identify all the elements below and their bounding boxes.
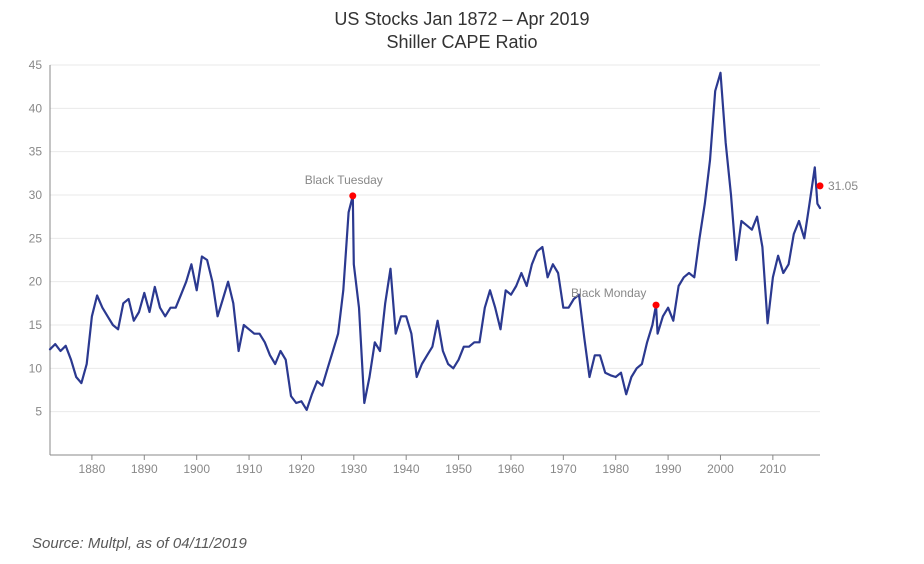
y-tick-label: 15 — [29, 318, 43, 332]
line-chart: 5 10 15 20 25 30 35 40 45 1880 1890 1900 1910 1920 193… — [0, 55, 880, 485]
chart-subtitle: Shiller CAPE Ratio — [0, 31, 924, 54]
marker-label: 31.05 — [828, 179, 858, 193]
x-tick-label: 1940 — [393, 462, 420, 476]
marker-label: Black Tuesday — [305, 173, 383, 187]
marker-point — [653, 301, 660, 308]
marker-point — [349, 192, 356, 199]
x-tick-label: 1880 — [79, 462, 106, 476]
y-tick-label: 40 — [29, 101, 43, 115]
x-tick-label: 1930 — [340, 462, 367, 476]
y-tick-label: 30 — [29, 188, 43, 202]
x-tick-label: 1910 — [236, 462, 263, 476]
series-line-cape — [50, 73, 820, 410]
y-tick-label: 5 — [35, 404, 42, 418]
chart-container: US Stocks Jan 1872 – Apr 2019 Shiller CA… — [0, 0, 924, 564]
chart-titles: US Stocks Jan 1872 – Apr 2019 Shiller CA… — [0, 0, 924, 55]
y-tick-label: 20 — [29, 274, 43, 288]
x-tick-label: 1970 — [550, 462, 577, 476]
x-tick-label: 1890 — [131, 462, 158, 476]
x-tick-label: 1900 — [183, 462, 210, 476]
y-tick-label: 35 — [29, 144, 43, 158]
marker-label: Black Monday — [571, 286, 646, 300]
chart-title: US Stocks Jan 1872 – Apr 2019 — [0, 8, 924, 31]
x-tick-label: 2000 — [707, 462, 734, 476]
y-tick-label: 25 — [29, 231, 43, 245]
x-tick-label: 1920 — [288, 462, 315, 476]
x-tick-label: 1980 — [602, 462, 629, 476]
x-tick-label: 1990 — [655, 462, 682, 476]
x-tick-label: 1960 — [498, 462, 525, 476]
chart-source: Source: Multpl, as of 04/11/2019 — [32, 535, 247, 552]
x-tick-label: 2010 — [760, 462, 787, 476]
x-tick-label: 1950 — [445, 462, 472, 476]
y-tick-label: 45 — [29, 58, 43, 72]
marker-point — [817, 182, 824, 189]
y-tick-label: 10 — [29, 361, 43, 375]
